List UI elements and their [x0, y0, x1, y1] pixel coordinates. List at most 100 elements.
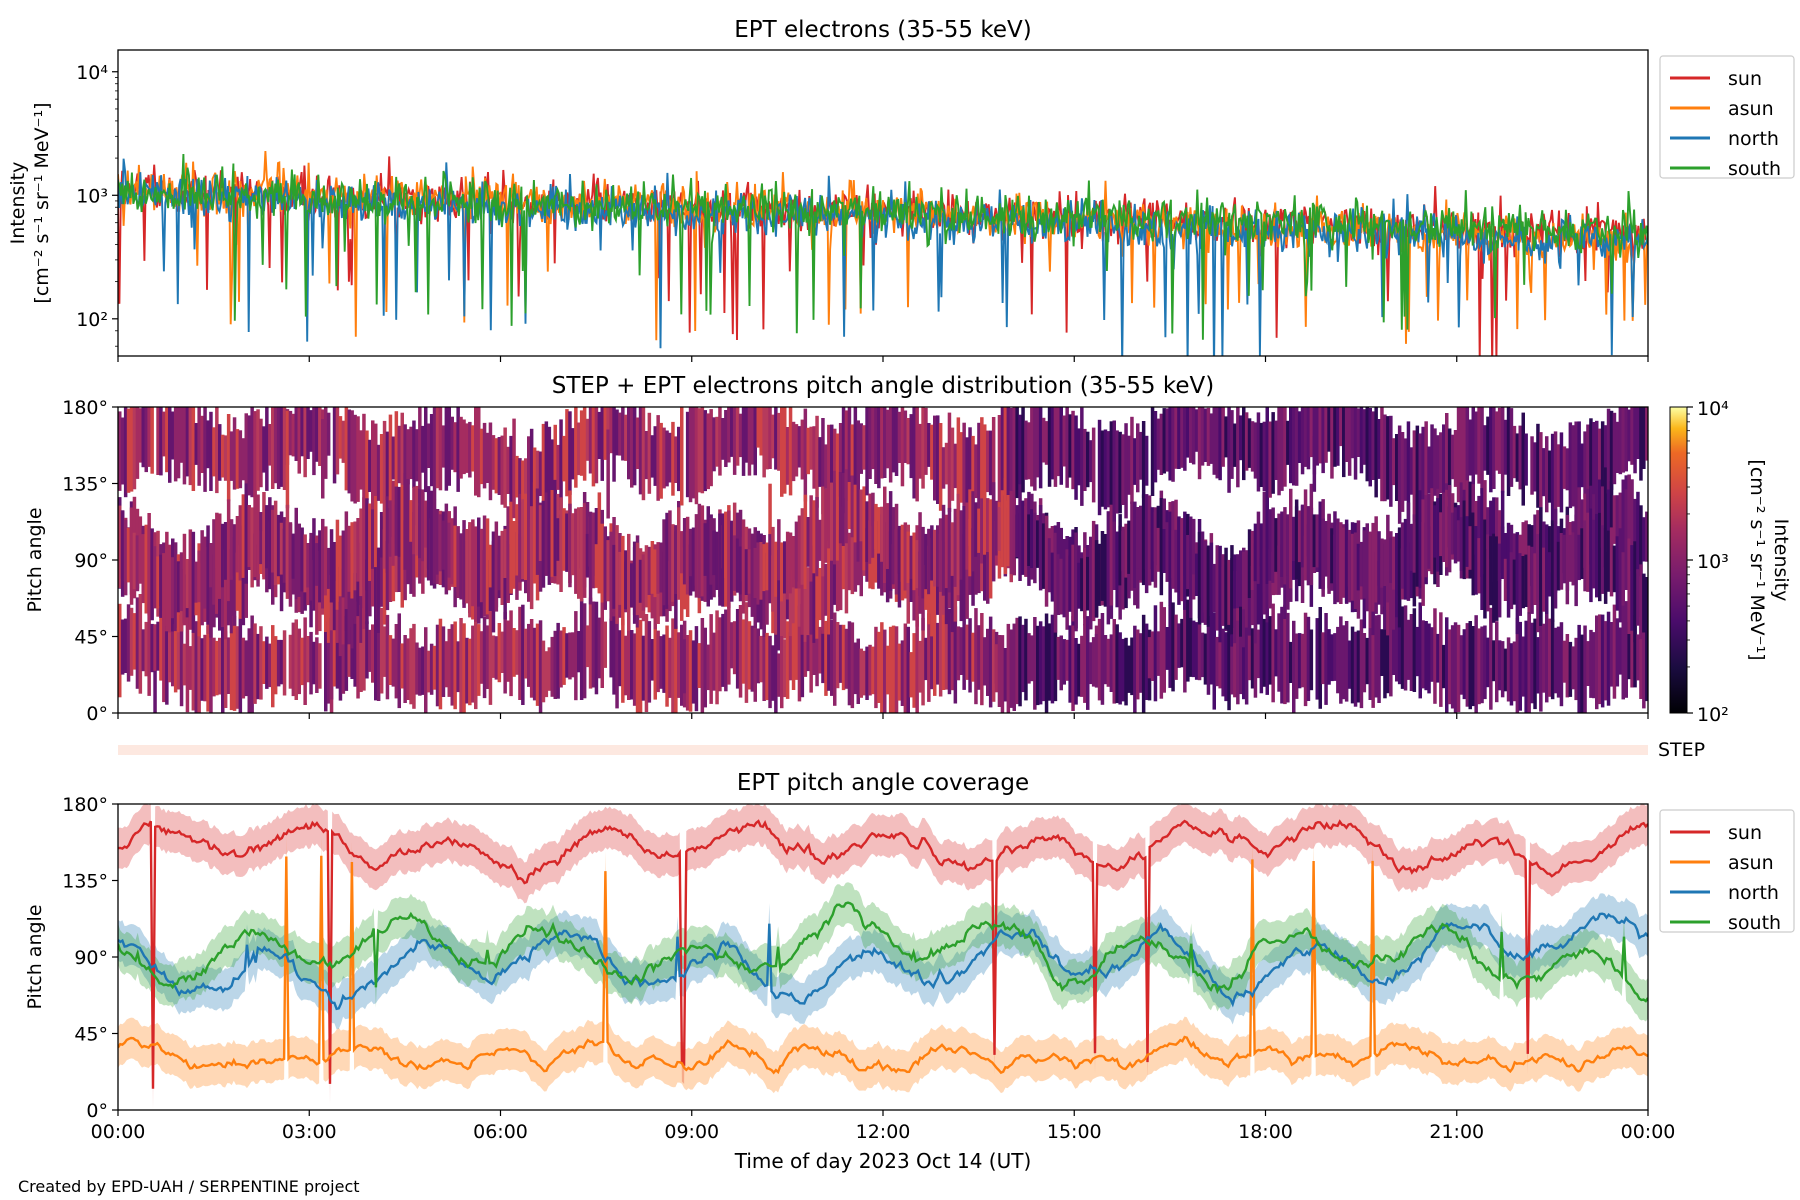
heatmap-cell [1136, 629, 1140, 700]
heatmap-cell [356, 518, 360, 582]
heatmap-cell [173, 624, 178, 693]
heatmap-cell [1415, 425, 1420, 523]
heatmap-cell [880, 506, 884, 562]
heatmap-cell [1577, 534, 1581, 580]
heatmap-cell [1621, 604, 1625, 700]
heatmap-cell [615, 525, 619, 624]
heatmap-cell [644, 431, 649, 480]
heatmap-cell [874, 503, 878, 550]
heatmap-cell [1324, 407, 1328, 463]
heatmap-cell [588, 511, 593, 605]
heatmap-cell [1109, 634, 1114, 692]
heatmap-cell [1447, 629, 1452, 705]
heatmap-cell [212, 637, 216, 697]
heatmap-cell [194, 561, 198, 603]
heatmap-cell [830, 482, 834, 561]
heatmap-cell [956, 626, 961, 681]
heatmap-cell [1280, 511, 1284, 577]
heatmap-cell [750, 407, 755, 465]
heatmap-cell [1550, 433, 1555, 525]
heatmap-cell [1633, 541, 1637, 643]
heatmap-cell [803, 494, 808, 589]
heatmap-cell [1462, 629, 1467, 700]
heatmap-cell [1156, 631, 1161, 676]
heatmap-cell [1615, 618, 1620, 687]
heatmap-cell [833, 612, 837, 706]
heatmap-cell [1124, 637, 1128, 706]
heatmap-cell [203, 536, 207, 609]
heatmap-cell [627, 407, 631, 480]
heatmap-cell [394, 624, 399, 699]
heatmap-cell [691, 640, 696, 704]
heatmap-cell [559, 630, 563, 688]
heatmap-cell [803, 408, 808, 502]
heatmap-cell [1009, 491, 1013, 575]
heatmap-cell [609, 407, 613, 454]
heatmap-cell [653, 617, 657, 700]
heatmap-cell [1500, 407, 1505, 493]
heatmap-cell [1630, 407, 1634, 465]
heatmap-cell [238, 430, 243, 489]
heatmap-cell [1545, 611, 1549, 703]
heatmap-cell [1189, 516, 1193, 618]
heatmap-cell [268, 643, 272, 688]
heatmap-cell [477, 517, 481, 607]
heatmap-cell [1321, 407, 1325, 474]
heatmap-cell [394, 486, 399, 556]
heatmap-cell [1486, 637, 1490, 688]
heatmap-cell [924, 637, 928, 681]
heatmap-cell [318, 643, 322, 689]
heatmap-cell [120, 619, 125, 675]
heatmap-cell [597, 411, 602, 459]
heatmap-cell [1159, 498, 1164, 596]
heatmap-cell [918, 512, 922, 614]
heatmap-cell [630, 407, 634, 488]
heatmap-cell [341, 568, 346, 645]
y-tick-label: 10² [76, 309, 108, 331]
panel1-title: EPT electrons (35-55 keV) [734, 17, 1031, 43]
heatmap-cell [1068, 414, 1072, 478]
heatmap-cell [529, 428, 534, 527]
heatmap-cell [959, 627, 963, 675]
heatmap-cell [265, 505, 269, 569]
heatmap-cell [1639, 616, 1643, 699]
heatmap-cell [506, 446, 510, 494]
coverage-band-north [118, 893, 1648, 1030]
heatmap-cell [791, 421, 796, 482]
heatmap-cell [597, 617, 602, 679]
heatmap-cell [1074, 638, 1078, 705]
heatmap-cell [229, 621, 234, 711]
panel3-ylabel: Pitch angle [24, 904, 46, 1009]
heatmap-cell [1530, 622, 1534, 704]
heatmap-cell [877, 507, 881, 554]
heatmap-cell [1300, 633, 1305, 688]
heatmap-cell [1618, 407, 1623, 475]
heatmap-cell [447, 628, 451, 697]
heatmap-cell [662, 427, 666, 489]
heatmap-cell [1639, 564, 1643, 639]
heatmap-cell [1021, 624, 1025, 693]
heatmap-cell [250, 507, 254, 559]
heatmap-cell [1383, 543, 1387, 630]
heatmap-cell [794, 424, 799, 477]
heatmap-cell [1065, 407, 1069, 488]
heatmap-cell [1633, 615, 1637, 688]
heatmap-cell [577, 631, 581, 673]
heatmap-cell [118, 411, 122, 491]
heatmap-cell [1106, 511, 1111, 603]
heatmap-cell [1383, 606, 1387, 699]
heatmap-cell [1521, 636, 1525, 697]
heatmap-cell [718, 407, 722, 476]
heatmap-cell [1053, 532, 1058, 633]
heatmap-cell [1403, 605, 1408, 691]
heatmap-cell [936, 525, 940, 587]
heatmap-cell [1159, 413, 1164, 475]
heatmap-cell [309, 631, 313, 695]
heatmap-cell [1497, 407, 1502, 474]
heatmap-cell [332, 628, 337, 687]
heatmap-cell [1024, 618, 1028, 701]
heatmap-cell [774, 559, 778, 635]
heatmap-cell [1527, 545, 1531, 613]
heatmap-cell [1206, 407, 1211, 466]
